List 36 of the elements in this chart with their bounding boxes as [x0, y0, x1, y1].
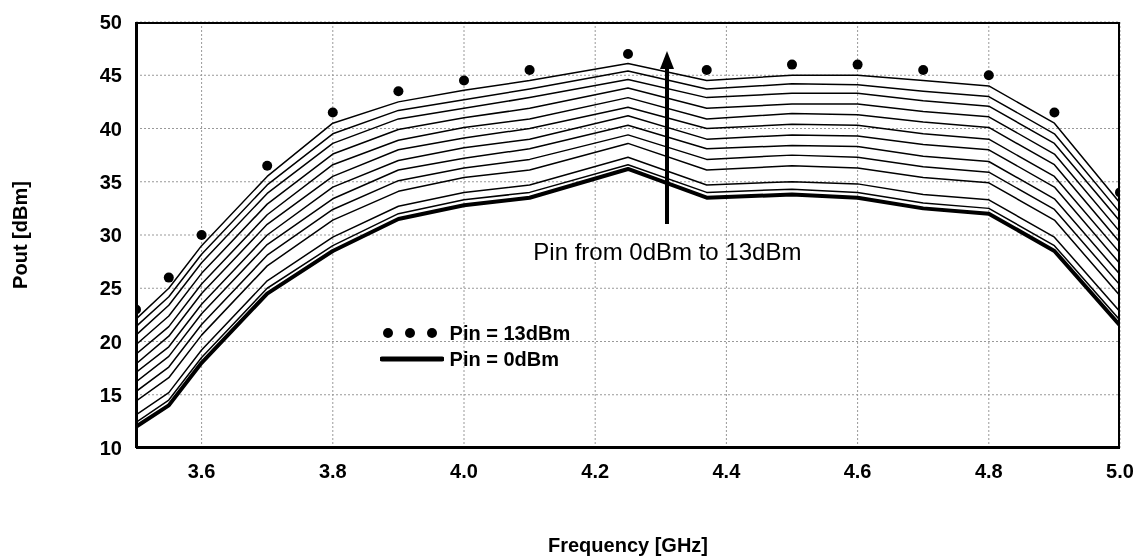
- point: [918, 64, 929, 75]
- legend-label: Pin = 13dBm: [449, 321, 571, 345]
- point: [163, 272, 174, 283]
- point: [262, 160, 273, 171]
- legend-label: Pin = 0dBm: [449, 347, 560, 371]
- point: [787, 59, 797, 70]
- point: [852, 59, 863, 70]
- x-tick-label: 4.6: [843, 460, 872, 483]
- x-axis-title: Frequency [GHz]: [547, 534, 709, 556]
- point: [1049, 107, 1060, 118]
- point: [393, 86, 404, 97]
- y-tick-label: 25: [99, 277, 122, 300]
- point: [327, 107, 338, 118]
- y-tick-label: 50: [99, 11, 122, 34]
- point: [459, 75, 469, 86]
- x-tick-label: 3.8: [318, 460, 347, 483]
- y-tick-label: 15: [99, 383, 122, 406]
- y-tick-label: 40: [99, 117, 122, 140]
- annotation: Pin from 0dBm to 13dBm: [532, 238, 803, 267]
- y-tick-label: 35: [99, 170, 122, 193]
- x-tick-label: 4.4: [712, 460, 742, 483]
- point: [196, 230, 207, 240]
- y-axis-title: Pout [dBm]: [9, 181, 32, 289]
- x-tick-label: 4.8: [974, 460, 1003, 483]
- y-tick-label: 30: [99, 224, 122, 247]
- point: [623, 48, 633, 59]
- point: [524, 64, 535, 75]
- point: [701, 64, 712, 75]
- point: [983, 70, 994, 81]
- y-tick-label: 20: [99, 330, 122, 353]
- y-tick-label: 45: [99, 64, 122, 87]
- y-tick-label: 10: [99, 437, 122, 460]
- x-tick-label: 5.0: [1106, 460, 1134, 483]
- x-tick-label: 4.0: [450, 460, 478, 483]
- x-tick-label: 4.2: [581, 460, 610, 483]
- x-tick-label: 3.6: [187, 460, 216, 483]
